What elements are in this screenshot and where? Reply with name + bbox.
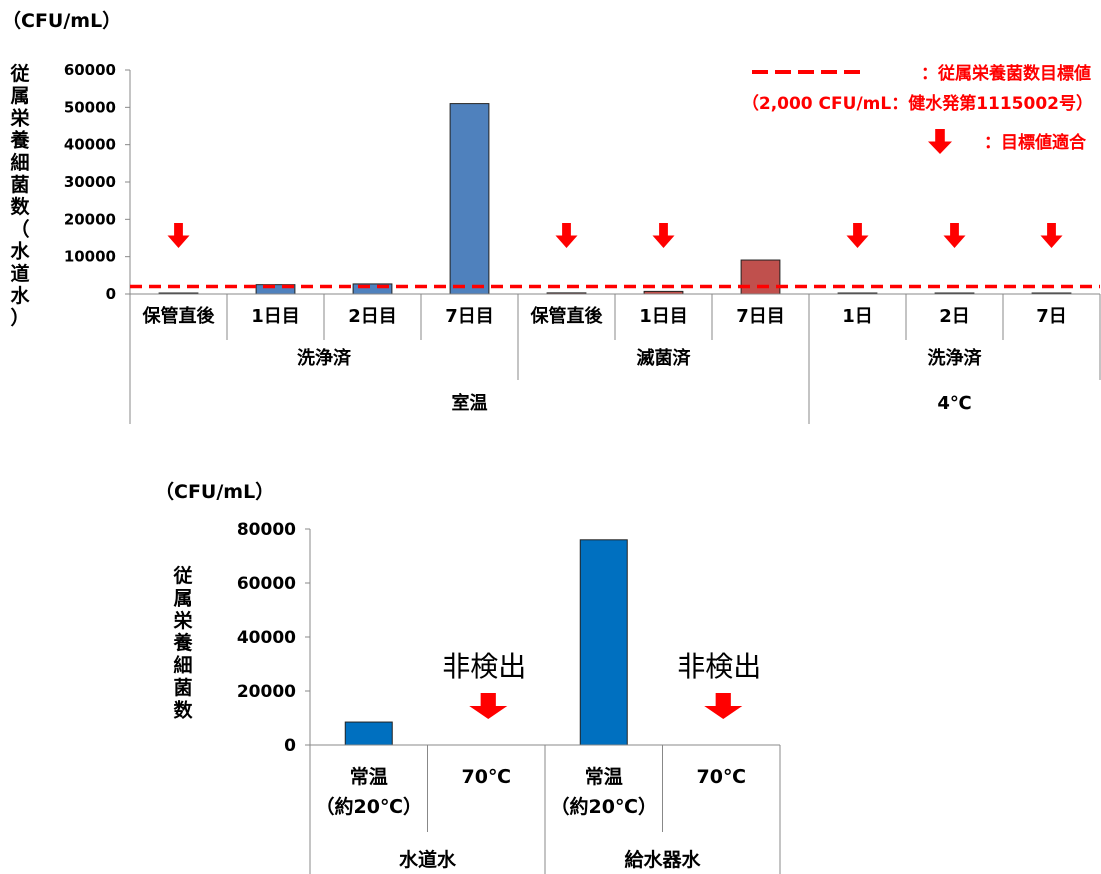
chart1-ylabel-char: ）	[10, 306, 29, 329]
chart1-group2-label: 室温	[452, 392, 488, 414]
chart2-ylabel-char: 数	[173, 698, 193, 721]
chart2-category-label: （約20℃）	[551, 795, 657, 818]
chart1-ylabel-char: 養	[9, 129, 30, 152]
chart2-not-detected-arrow	[704, 693, 743, 719]
chart1-ytick-label: 0	[106, 285, 116, 303]
chart2-bar	[579, 539, 628, 746]
chart1-bar	[740, 259, 781, 295]
chart1-target-arrow	[846, 223, 869, 248]
chart2-ytick-label: 80000	[237, 520, 296, 540]
chart2-ylabel-char: 栄	[172, 609, 193, 632]
chart2-category-label: （約20℃）	[316, 795, 422, 818]
chart2-ylabel-char: 養	[172, 631, 193, 654]
chart1-bar	[449, 103, 490, 295]
chart1-legend-arrow-icon	[928, 129, 952, 154]
chart1-legend-line-note: （2,000 CFU/mL：健水発第1115002号）	[742, 93, 1093, 114]
chart2-group-label: 給水器水	[624, 848, 701, 871]
chart1-target-arrow	[943, 223, 966, 248]
chart1-ylabel-char: 菌	[10, 173, 29, 196]
chart2-group-label: 水道水	[399, 848, 457, 871]
chart1-category-label: 7日目	[736, 306, 785, 327]
chart1-legend-line-label: ：従属栄養菌数目標値	[921, 63, 1091, 84]
chart1-category-label: 2日目	[348, 306, 397, 327]
chart1-group-label: 洗浄済	[928, 347, 983, 369]
chart2-bar	[344, 721, 393, 746]
chart1-ylabel-char: 栄	[9, 106, 30, 129]
chart1-group-label: 滅菌済	[637, 347, 692, 369]
chart1-ylabel-char: 属	[10, 85, 29, 107]
chart1-ylabel-char: 数	[10, 195, 30, 218]
chart1-ylabel-char: 水	[10, 285, 30, 307]
chart1-category-label: 1日目	[639, 306, 688, 327]
chart2-ytick-label: 20000	[237, 682, 296, 702]
chart1-category-label: 7日	[1036, 306, 1067, 327]
chart2-ylabel-char: 属	[173, 587, 192, 609]
chart2-ylabel-char: 細	[173, 654, 192, 677]
chart1-target-arrow	[167, 223, 190, 248]
chart1-ytick-label: 60000	[64, 61, 116, 79]
chart1-ytick-label: 10000	[64, 248, 116, 266]
chart1-ylabel-char: （	[10, 217, 29, 240]
chart2-unit-label: （CFU/mL）	[155, 480, 274, 503]
chart1-category-label: 保管直後	[142, 305, 216, 327]
chart1-group2-label: 4℃	[937, 393, 971, 414]
chart1-category-label: 7日目	[445, 306, 494, 327]
chart1-target-arrow	[652, 223, 675, 248]
chart1-category-label: 2日	[939, 306, 970, 327]
chart1-group-label: 洗浄済	[297, 347, 352, 369]
chart2-ylabel-char: 菌	[173, 676, 192, 699]
chart1-legend-arrow-label: ：目標値適合	[984, 132, 1087, 153]
chart1-target-arrow	[1040, 223, 1063, 248]
chart1-category-label: 保管直後	[530, 305, 604, 327]
chart1-ytick-label: 50000	[64, 98, 116, 116]
chart2-annotation: 非検出	[442, 650, 526, 683]
chart1-ytick-label: 20000	[64, 210, 116, 228]
chart2-category-label: 常温	[350, 765, 388, 788]
chart1-ytick-label: 40000	[64, 136, 116, 154]
chart2-ytick-label: 60000	[237, 574, 296, 594]
chart1-ylabel-char: 従	[9, 62, 29, 85]
chart1-ytick-label: 30000	[64, 173, 116, 191]
chart2-category-label: 70℃	[462, 766, 511, 788]
chart2-ylabel-char: 従	[172, 564, 192, 587]
chart2-not-detected-arrow	[469, 693, 508, 719]
chart1-category-label: 1日目	[251, 306, 300, 327]
chart1-category-label: 1日	[842, 306, 873, 327]
chart2-category-label: 常温	[585, 765, 623, 788]
chart1-target-arrow	[555, 223, 578, 248]
chart2-ytick-label: 40000	[237, 628, 296, 648]
chart1-ylabel-char: 細	[10, 151, 29, 174]
chart1-ylabel-char: 水	[10, 241, 30, 263]
chart2-annotation: 非検出	[677, 650, 761, 683]
chart2-ytick-label: 0	[284, 736, 296, 756]
chart1-unit-label: （CFU/mL）	[2, 9, 121, 32]
chart1-ylabel-char: 道	[10, 262, 29, 285]
chart2-category-label: 70℃	[697, 766, 746, 788]
